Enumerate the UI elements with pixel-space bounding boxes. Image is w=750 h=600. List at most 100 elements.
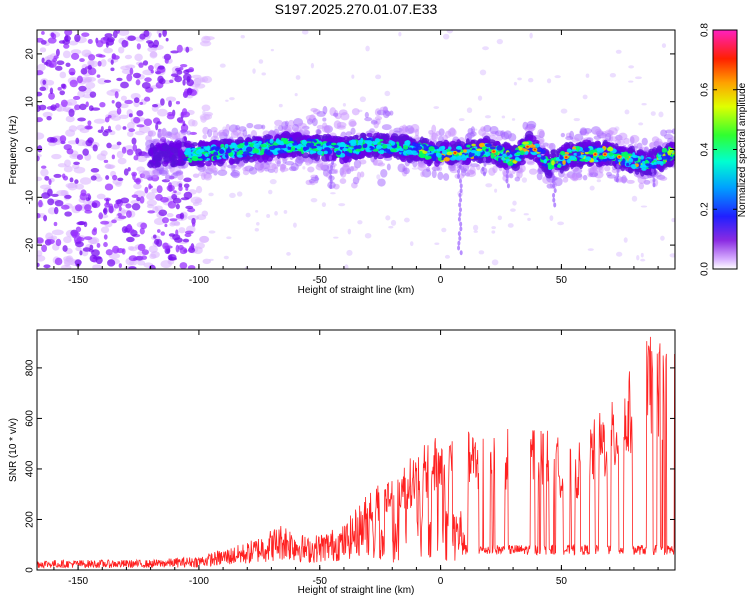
spectrogram-cell bbox=[461, 154, 466, 159]
spectrogram-cell bbox=[669, 253, 675, 258]
spectrogram-cell bbox=[74, 34, 81, 42]
spectrogram-cell bbox=[359, 96, 366, 103]
spectrogram-cell bbox=[161, 144, 170, 151]
spectrogram-cell bbox=[95, 256, 103, 265]
spectrogram-cell bbox=[50, 104, 57, 111]
spectrogram-cell bbox=[37, 237, 44, 244]
spectrogram-cell bbox=[379, 149, 385, 155]
spectrogram-cell bbox=[507, 160, 514, 167]
spectrogram-cell bbox=[616, 251, 623, 257]
spectrogram-cell bbox=[546, 78, 552, 84]
spectrogram-cell bbox=[560, 144, 570, 151]
spectrogram-cell bbox=[471, 143, 476, 147]
spectrogram-cell bbox=[107, 259, 116, 267]
spectrogram-cell bbox=[398, 133, 407, 142]
spectrogram-cell bbox=[46, 116, 52, 121]
spectrogram-cell bbox=[110, 88, 121, 93]
snr-xtick-label: -100 bbox=[189, 576, 209, 587]
spectrogram-cell bbox=[296, 146, 301, 150]
spectrogram-cell bbox=[170, 160, 176, 167]
spectrogram-cell bbox=[419, 151, 423, 156]
spectrogram-cell bbox=[183, 191, 193, 200]
spectrogram-cell bbox=[159, 167, 169, 176]
spectrogram-cell bbox=[53, 206, 59, 215]
spectrogram-cell bbox=[443, 33, 450, 40]
spectrogram-cell bbox=[48, 178, 52, 186]
spectrogram-cell bbox=[352, 155, 359, 160]
spectrogram-cell bbox=[198, 235, 209, 244]
spectrogram-cell bbox=[391, 135, 397, 140]
spectrogram-cell bbox=[117, 212, 122, 217]
spectrogram-cell bbox=[179, 247, 188, 255]
spectrogram-cell bbox=[457, 231, 461, 237]
spectrogram-cell bbox=[198, 202, 202, 206]
spectrogram-cell bbox=[37, 145, 43, 153]
snr-xlabel: Height of straight line (km) bbox=[298, 585, 415, 596]
spectrogram-cell bbox=[409, 241, 414, 247]
spectrogram-cell bbox=[38, 199, 43, 208]
spectrogram-cell bbox=[316, 143, 321, 147]
spectrogram-cell bbox=[641, 103, 647, 106]
spectrogram-cell bbox=[618, 132, 628, 141]
spectrogram-cell bbox=[479, 69, 487, 76]
spectrogram-cell bbox=[115, 182, 122, 187]
colorbar-ticks: 0.0 0.2 0.4 0.6 0.8 bbox=[700, 23, 737, 276]
spectrogram-cell bbox=[316, 111, 326, 117]
spectrogram-cell bbox=[379, 106, 388, 111]
spectrogram-cell bbox=[37, 262, 40, 268]
spectrogram-cell bbox=[646, 152, 652, 159]
spectrogram-cell bbox=[190, 196, 203, 204]
spectrogram-cell bbox=[619, 177, 628, 182]
spectrogram-cell bbox=[348, 119, 357, 128]
spectrogram-cell bbox=[366, 132, 373, 138]
spectrogram-cell bbox=[328, 169, 332, 175]
spectrogram-cell bbox=[536, 154, 542, 158]
spectrogram-cell bbox=[311, 117, 318, 127]
spectrogram-cell bbox=[512, 200, 517, 206]
spectrogram-cell bbox=[641, 137, 648, 146]
spectrogram-cell bbox=[483, 161, 487, 167]
spectrogram-cell bbox=[133, 155, 139, 161]
spectrogram-cell bbox=[125, 210, 132, 218]
spectrogram-cell bbox=[63, 165, 73, 173]
spectrogram-cell bbox=[41, 244, 48, 253]
spectrogram-cell bbox=[147, 130, 157, 137]
spectrogram-cell bbox=[127, 121, 135, 130]
spectrogram-cell bbox=[551, 168, 555, 174]
spectrogram-cell bbox=[485, 151, 491, 157]
spectrogram-cell bbox=[86, 193, 91, 197]
spectrogram-cell bbox=[549, 215, 554, 221]
spectrogram-cell bbox=[37, 70, 44, 76]
spectrogram-cell bbox=[87, 120, 92, 126]
spectrogram-cell bbox=[350, 166, 358, 172]
spectrogram-cell bbox=[106, 142, 112, 149]
spectrogram-cell bbox=[200, 115, 207, 123]
spectrogram-cell bbox=[191, 222, 196, 227]
spectrogram-cell bbox=[90, 168, 100, 173]
spectrogram-cell bbox=[438, 146, 445, 152]
spectrogram-cell bbox=[640, 205, 648, 208]
spectrogram-cell bbox=[136, 197, 141, 202]
spectrogram-cell bbox=[587, 248, 594, 251]
spectrogram-cell bbox=[423, 145, 428, 151]
spectrogram-cell bbox=[447, 146, 452, 150]
spectrogram-cell bbox=[197, 161, 206, 167]
spectrogram-cell bbox=[373, 148, 379, 152]
spectrogram-cell bbox=[116, 150, 124, 159]
spectrogram-cell bbox=[626, 179, 635, 184]
spectrogram-cell bbox=[98, 212, 104, 220]
spectrogram-cell bbox=[459, 226, 463, 232]
spectrogram-cell bbox=[543, 168, 551, 175]
spectrogram-cell bbox=[39, 184, 52, 190]
spectrogram-cell bbox=[202, 134, 208, 140]
spectrogram-cell bbox=[350, 139, 355, 146]
spectrogram-cell bbox=[565, 136, 574, 141]
spectrogram-cell bbox=[356, 171, 361, 181]
spectrogram-cell bbox=[185, 46, 190, 53]
spectrogram-cell bbox=[178, 185, 183, 192]
spectrogram-cell bbox=[332, 112, 339, 117]
spectrogram-cell bbox=[118, 263, 122, 269]
spectrogram-cell bbox=[85, 81, 96, 89]
spectrogram-cell bbox=[374, 138, 380, 143]
spectrogram-cell bbox=[158, 209, 168, 217]
